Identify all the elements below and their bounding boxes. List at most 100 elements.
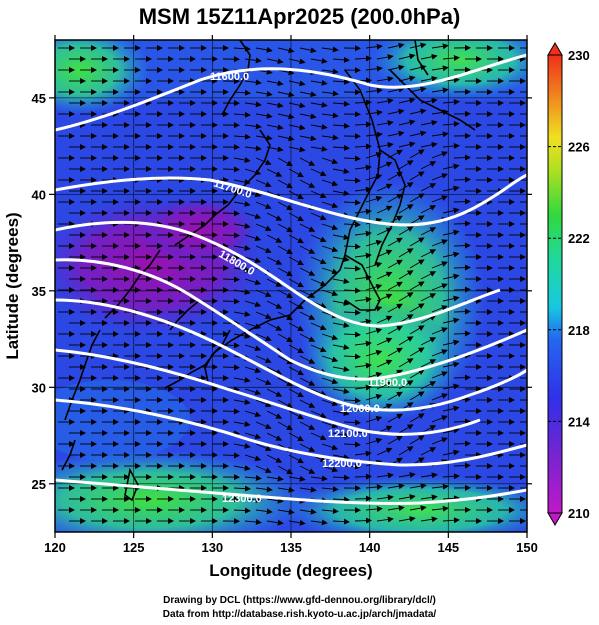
wind-arrow <box>442 295 460 302</box>
wind-arrow <box>376 205 393 214</box>
wind-arrow <box>354 252 372 259</box>
wind-arrow <box>255 223 272 232</box>
wind-arrow <box>321 355 339 363</box>
wind-arrow <box>420 205 437 214</box>
wind-arrow <box>299 465 316 474</box>
wind-arrow <box>376 271 393 280</box>
wind-arrow <box>310 519 328 526</box>
wind-arrow <box>354 164 372 171</box>
wind-arrow <box>431 327 448 335</box>
wind-arrow <box>387 391 403 401</box>
wind-arrow <box>354 208 372 215</box>
wind-arrow <box>387 483 405 490</box>
wind-arrow <box>299 245 316 254</box>
wind-arrow <box>409 369 425 379</box>
wind-arrow <box>332 322 350 329</box>
wind-arrow <box>365 43 383 50</box>
wind-arrow <box>420 425 437 434</box>
wind-arrow <box>255 508 273 515</box>
wind-arrow <box>299 311 316 320</box>
wind-arrow <box>431 415 448 423</box>
wind-arrow <box>376 161 393 170</box>
wind-arrow <box>332 122 350 129</box>
wind-arrow <box>409 86 427 93</box>
wind-arrow <box>409 505 427 512</box>
wind-arrow <box>233 201 251 207</box>
wind-arrow <box>321 90 339 97</box>
wind-arrow <box>453 418 471 425</box>
wind-arrow <box>409 193 425 203</box>
wind-arrow <box>453 440 471 447</box>
contour-label: 12200.0 <box>322 458 362 470</box>
wind-arrow <box>398 494 416 501</box>
wind-arrow <box>398 516 416 523</box>
wind-arrow <box>233 465 251 471</box>
wind-arrow <box>365 327 383 335</box>
wind-arrow <box>354 55 372 62</box>
wind-arrow <box>321 465 339 473</box>
colorbar-tick-label: 214 <box>568 414 590 429</box>
wind-arrow <box>332 56 350 63</box>
wind-arrow <box>398 53 416 60</box>
wind-arrow <box>244 410 262 418</box>
wind-arrow <box>442 517 460 524</box>
wind-arrow <box>299 333 316 342</box>
wind-arrow <box>310 256 327 265</box>
wind-arrow <box>343 331 361 338</box>
wind-arrow <box>244 344 262 352</box>
wind-arrow <box>453 462 471 469</box>
wind-arrow <box>277 245 293 255</box>
wind-arrow <box>409 435 425 445</box>
wind-arrow <box>365 484 383 490</box>
wind-arrow <box>431 505 449 512</box>
wind-arrow <box>299 508 317 515</box>
wind-arrow <box>332 256 350 263</box>
wind-arrow <box>288 80 306 87</box>
wind-arrow <box>332 300 350 307</box>
wind-arrow <box>255 112 273 119</box>
wind-arrow <box>365 239 383 247</box>
wind-arrow <box>255 90 273 97</box>
wind-arrow <box>365 349 383 357</box>
wind-arrow <box>453 198 471 205</box>
wind-arrow <box>442 229 460 236</box>
wind-arrow <box>442 163 460 170</box>
wind-arrow <box>299 223 316 232</box>
wind-arrow <box>310 234 327 243</box>
wind-arrow <box>442 317 460 324</box>
wind-arrow <box>354 143 372 150</box>
wind-arrow <box>420 293 437 302</box>
wind-arrow <box>233 311 251 317</box>
wind-arrow <box>233 111 251 118</box>
wind-arrow <box>244 519 262 526</box>
wind-arrow <box>431 87 449 94</box>
wind-arrow <box>277 267 293 277</box>
wind-arrow <box>365 437 383 445</box>
wind-arrow <box>266 366 283 375</box>
wind-arrow <box>376 494 394 501</box>
wind-arrow <box>244 234 262 242</box>
wind-arrow <box>332 190 350 197</box>
wind-arrow <box>354 517 372 524</box>
wind-arrow <box>277 421 293 431</box>
wind-arrow <box>409 347 425 357</box>
wind-arrow <box>277 289 293 299</box>
wind-arrow <box>376 98 394 105</box>
wind-arrow <box>310 388 327 397</box>
wind-arrow <box>398 97 416 104</box>
colorbar-max-arrow <box>547 42 563 56</box>
wind-arrow <box>376 120 394 127</box>
wind-arrow <box>398 119 416 126</box>
wind-arrow <box>255 421 272 430</box>
wind-arrow <box>398 75 416 82</box>
wind-arrow <box>299 179 316 188</box>
wind-arrow <box>321 443 339 451</box>
wind-arrow <box>409 281 425 291</box>
wind-arrow <box>233 223 251 229</box>
wind-arrow <box>332 518 350 525</box>
wind-arrow <box>266 58 284 65</box>
wind-arrow <box>376 447 393 456</box>
page-title: MSM 15Z11Apr2025 (200.0hPa) <box>138 4 461 29</box>
wind-arrow <box>277 377 293 387</box>
wind-arrow <box>244 57 262 64</box>
